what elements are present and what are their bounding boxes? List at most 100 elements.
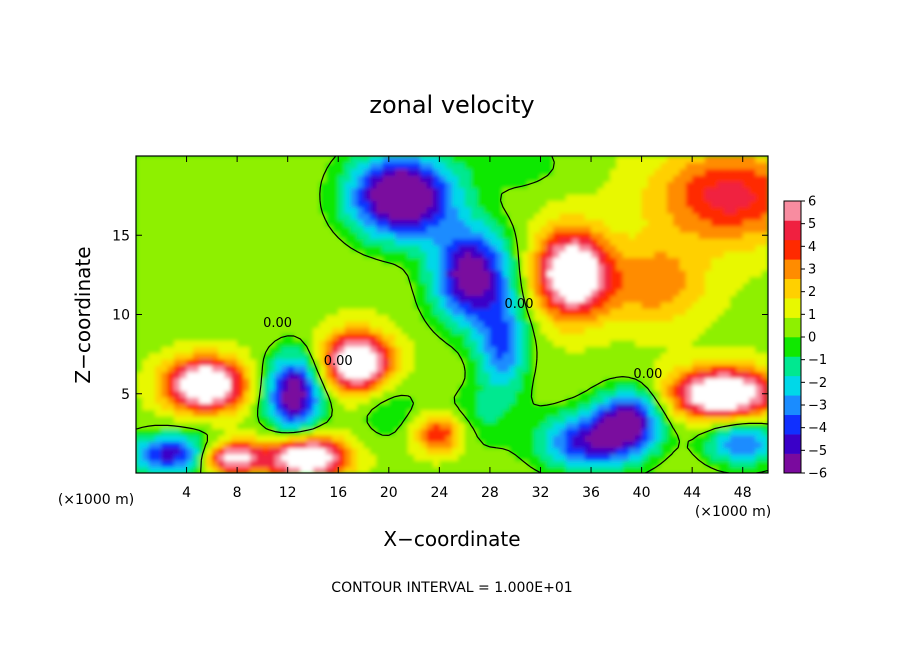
field-cell	[357, 257, 365, 265]
field-cell	[711, 320, 719, 328]
field-cell	[180, 371, 188, 379]
field-cell	[344, 460, 352, 468]
field-cell	[578, 327, 586, 335]
field-cell	[344, 333, 352, 341]
field-cell	[312, 156, 320, 163]
field-cell	[603, 270, 611, 278]
field-cell	[540, 263, 548, 271]
field-cell	[647, 314, 655, 322]
field-cell	[647, 156, 655, 163]
field-cell	[673, 238, 681, 246]
field-cell	[685, 320, 693, 328]
field-cell	[622, 320, 630, 328]
field-cell	[755, 339, 763, 347]
field-cell	[376, 295, 384, 303]
field-cell	[414, 333, 421, 341]
field-cell	[603, 225, 611, 233]
field-cell	[622, 168, 630, 176]
field-cell	[508, 232, 516, 240]
field-cell	[161, 276, 169, 284]
field-cell	[350, 232, 358, 240]
field-cell	[294, 238, 301, 246]
field-cell	[534, 403, 542, 411]
field-cell	[508, 238, 516, 246]
field-cell	[192, 384, 200, 392]
field-cell	[224, 181, 232, 189]
field-cell	[224, 358, 232, 366]
field-cell	[224, 428, 232, 436]
field-cell	[527, 270, 535, 278]
field-cell	[464, 333, 472, 341]
field-cell	[268, 200, 276, 208]
field-cell	[180, 422, 188, 430]
field-cell	[584, 377, 592, 385]
field-cell	[369, 409, 377, 417]
field-cell	[673, 352, 681, 360]
field-cell	[218, 327, 226, 335]
field-cell	[616, 327, 624, 335]
field-cell	[647, 181, 655, 189]
field-cell	[666, 289, 674, 297]
field-cell	[237, 346, 245, 354]
field-cell	[508, 358, 516, 366]
field-cell	[224, 352, 232, 360]
field-cell	[401, 301, 409, 309]
field-cell	[483, 428, 491, 436]
field-cell	[268, 422, 276, 430]
field-cell	[395, 213, 403, 220]
field-cell	[565, 295, 573, 303]
field-cell	[376, 238, 384, 246]
field-cell	[483, 194, 491, 201]
field-cell	[502, 289, 510, 297]
field-cell	[350, 289, 358, 297]
field-cell	[186, 346, 194, 354]
field-cell	[723, 403, 731, 411]
field-cell	[136, 181, 143, 189]
field-cell	[420, 333, 428, 341]
field-cell	[666, 276, 674, 284]
field-cell	[319, 295, 327, 303]
field-cell	[331, 295, 339, 303]
field-cell	[218, 225, 226, 233]
field-cell	[711, 156, 719, 163]
field-cell	[521, 225, 529, 233]
field-cell	[553, 460, 561, 468]
field-cell	[350, 162, 358, 170]
field-cell	[262, 371, 270, 379]
field-cell	[540, 301, 548, 309]
field-cell	[527, 200, 535, 208]
field-cell	[268, 320, 276, 328]
field-cell	[628, 282, 636, 290]
field-cell	[325, 333, 333, 341]
field-cell	[673, 308, 681, 316]
field-cell	[622, 422, 630, 430]
field-cell	[572, 371, 579, 379]
field-cell	[136, 384, 143, 392]
field-cell	[679, 377, 687, 385]
field-cell	[325, 181, 333, 189]
field-cell	[755, 263, 763, 271]
field-cell	[470, 320, 478, 328]
field-cell	[173, 295, 181, 303]
field-cell	[515, 263, 523, 271]
field-cell	[572, 194, 579, 201]
field-cell	[540, 346, 548, 354]
field-cell	[344, 447, 352, 455]
field-cell	[565, 453, 573, 461]
field-cell	[742, 365, 750, 373]
field-cell	[363, 422, 371, 430]
field-cell	[281, 390, 289, 398]
field-cell	[540, 314, 548, 322]
field-cell	[717, 219, 725, 227]
field-cell	[452, 295, 459, 303]
field-cell	[173, 206, 181, 214]
field-cell	[173, 156, 181, 163]
field-cell	[173, 415, 181, 423]
field-cell	[167, 194, 175, 201]
field-cell	[306, 263, 314, 271]
field-cell	[723, 219, 731, 227]
field-cell	[534, 257, 542, 265]
field-cell	[616, 460, 624, 468]
field-cell	[496, 175, 504, 182]
field-cell	[565, 352, 573, 360]
